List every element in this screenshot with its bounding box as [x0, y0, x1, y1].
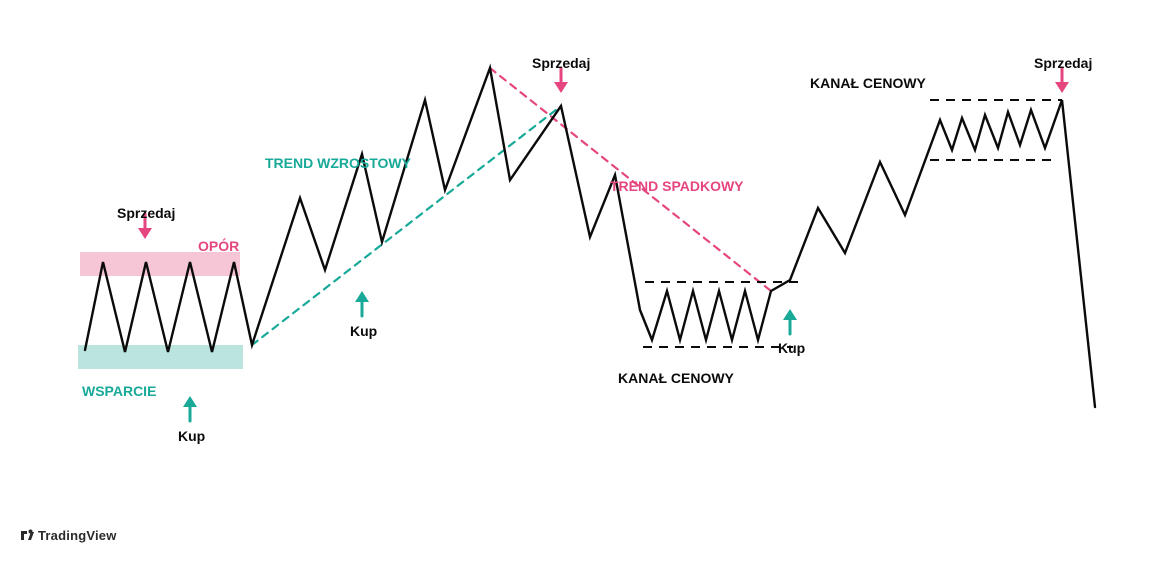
label-opor: OPÓR	[198, 238, 239, 254]
support-zone	[78, 345, 243, 369]
label-sell3: Sprzedaj	[1034, 55, 1092, 71]
arrow-buy-2	[355, 291, 369, 316]
tradingview-logo-icon	[20, 528, 34, 542]
trading-diagram	[0, 0, 1153, 561]
label-wsparcie: WSPARCIE	[82, 383, 156, 399]
arrow-buy-3	[783, 309, 797, 334]
tradingview-watermark: TradingView	[20, 528, 117, 543]
label-sell2: Sprzedaj	[532, 55, 590, 71]
label-trendDown: TREND SPADKOWY	[610, 178, 744, 194]
uptrend-line	[252, 106, 561, 345]
arrow-sell-3	[1055, 68, 1069, 93]
label-channelLow: KANAŁ CENOWY	[618, 370, 734, 386]
label-kup3: Kup	[778, 340, 805, 356]
arrow-sell-2	[554, 68, 568, 93]
label-kup1: Kup	[178, 428, 205, 444]
watermark-text: TradingView	[38, 528, 117, 543]
label-sell1: Sprzedaj	[117, 205, 175, 221]
arrow-buy-1	[183, 396, 197, 421]
label-trendUp: TREND WZROSTOWY	[265, 155, 411, 171]
label-kup2: Kup	[350, 323, 377, 339]
label-channelHi: KANAŁ CENOWY	[810, 75, 926, 91]
